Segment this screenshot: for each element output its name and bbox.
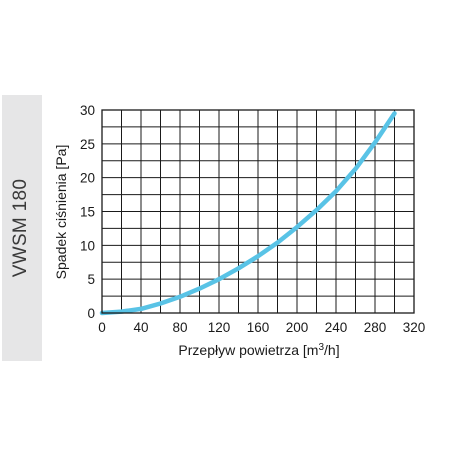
curve-layer <box>99 111 397 316</box>
y-tick-labels: 0 5 10 15 20 25 30 <box>80 103 95 321</box>
x-axis-label: Przepływ powietrza [m3/h] <box>178 342 339 358</box>
plot-frame <box>101 109 415 314</box>
x-tick-labels: 0 40 80 120 160 200 240 280 320 <box>98 320 425 335</box>
x-tick-label: 120 <box>208 320 231 335</box>
x-tick-label: 0 <box>98 320 106 335</box>
y-tick-label: 15 <box>80 205 95 220</box>
x-tick-label: 320 <box>403 320 426 335</box>
chart-grid <box>101 109 415 314</box>
x-tick-label: 200 <box>286 320 309 335</box>
x-tick-label: 280 <box>364 320 387 335</box>
series-line <box>99 111 397 316</box>
y-tick-label: 30 <box>80 103 95 118</box>
x-tick-label: 240 <box>325 320 348 335</box>
x-tick-label: 160 <box>247 320 270 335</box>
y-tick-label: 5 <box>87 272 95 287</box>
y-tick-label: 25 <box>80 137 95 152</box>
x-tick-label: 80 <box>172 320 187 335</box>
side-tab <box>2 95 42 361</box>
y-tick-label: 0 <box>87 306 95 321</box>
plot-border <box>101 109 415 314</box>
y-tick-label: 20 <box>80 171 95 186</box>
y-axis-label: Spadek ciśnienia [Pa] <box>53 145 69 280</box>
y-tick-label: 10 <box>80 238 95 253</box>
x-tick-label: 40 <box>133 320 148 335</box>
